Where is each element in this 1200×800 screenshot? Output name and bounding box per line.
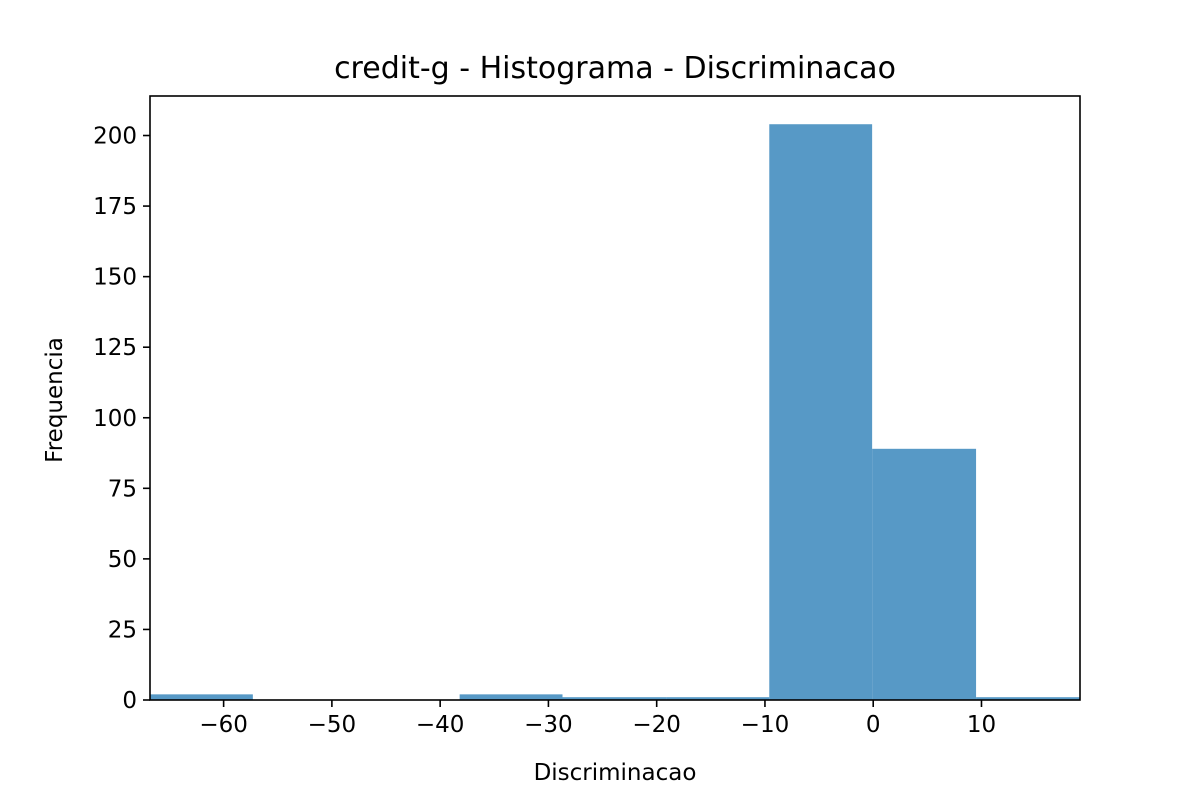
x-tick-label: −20 <box>632 712 681 738</box>
y-tick-label: 0 <box>122 688 137 714</box>
x-tick-label: 10 <box>967 712 996 738</box>
histogram-bar-4 <box>562 697 667 700</box>
y-tick-label: 200 <box>93 124 137 150</box>
y-tick-label: 50 <box>108 547 137 573</box>
y-tick-label: 75 <box>108 476 137 502</box>
chart-title: credit-g - Histograma - Discriminacao <box>334 51 896 86</box>
histogram-bar-6 <box>769 124 873 700</box>
histogram-bar-7 <box>872 448 977 700</box>
histogram-bar-5 <box>666 697 770 700</box>
x-tick-label: −30 <box>524 712 573 738</box>
y-axis-label: Frequencia <box>42 337 68 463</box>
y-tick-label: 150 <box>93 265 137 291</box>
y-tick-label: 25 <box>108 617 137 643</box>
x-tick-label: −60 <box>199 712 248 738</box>
histogram-bar-8 <box>976 697 1080 700</box>
histogram-bar-3 <box>459 694 563 700</box>
y-tick-label: 100 <box>93 406 137 432</box>
y-tick-label: 175 <box>93 194 137 220</box>
histogram-bar-0 <box>150 694 253 700</box>
histogram-bars <box>150 124 1080 700</box>
plot-frame <box>149 95 1081 701</box>
y-axis-ticks: 0 25 50 75 100 125 150 175 200 <box>93 124 150 714</box>
x-tick-label: −40 <box>416 712 465 738</box>
x-tick-label: −50 <box>308 712 357 738</box>
x-tick-label: 0 <box>866 712 881 738</box>
y-tick-label: 125 <box>93 335 137 361</box>
x-axis-label: Discriminacao <box>534 760 697 786</box>
x-tick-label: −10 <box>741 712 790 738</box>
x-axis-ticks: −60 −50 −40 −30 −20 −10 0 10 <box>199 700 996 738</box>
